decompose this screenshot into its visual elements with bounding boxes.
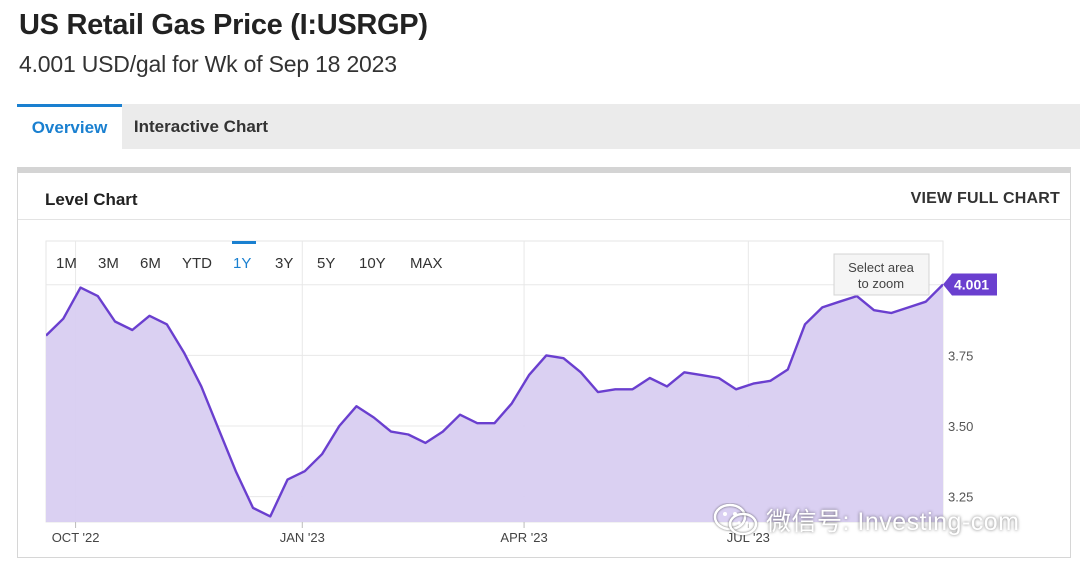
tab-interactive-chart[interactable]: Interactive Chart [133,117,269,136]
series-line [46,283,943,518]
range-button-max[interactable]: MAX [410,255,443,272]
watermark-text: 微信号: Investing-com [766,508,1020,536]
zoom-hint-line2: to zoom [858,276,904,291]
range-button-1m[interactable]: 1M [56,255,77,272]
series-area [46,284,943,522]
view-full-chart-link[interactable]: VIEW FULL CHART [910,190,1060,207]
range-button-3y[interactable]: 3Y [275,255,293,272]
page-subtitle: 4.001 USD/gal for Wk of Sep 18 2023 [19,51,397,77]
range-button-3m[interactable]: 3M [98,255,119,272]
range-button-label: YTD [182,255,212,272]
tab-overview[interactable]: Overview [17,104,122,149]
x-tick-label: OCT '22 [52,530,100,545]
range-button-label: 1Y [233,255,251,272]
range-button-6m[interactable]: 6M [140,255,161,272]
tab-bar: Overview Interactive Chart [17,104,1080,149]
y-tick-label: 3.25 [948,490,973,505]
wechat-icon [712,503,760,537]
x-tick-label: APR '23 [500,530,547,545]
zoom-hint-line1: Select area [848,260,915,275]
y-tick-label: 3.75 [948,348,973,363]
range-button-label: 3M [98,255,119,272]
range-button-1y[interactable]: 1Y [232,241,256,272]
card-divider [18,219,1070,220]
last-value-badge: 4.001 [943,273,997,296]
zoom-hint-box: Select area to zoom [833,253,930,296]
range-button-10y[interactable]: 10Y [359,255,386,272]
range-button-label: 10Y [359,255,386,272]
range-button-label: 6M [140,255,161,272]
range-button-label: 5Y [317,255,335,272]
last-value-label: 4.001 [954,276,989,292]
range-button-label: 3Y [275,255,293,272]
range-button-label: MAX [410,255,443,272]
page-title: US Retail Gas Price (I:USRGP) [19,9,428,41]
range-button-ytd[interactable]: YTD [182,255,212,272]
range-button-5y[interactable]: 5Y [317,255,335,272]
watermark: 微信号: Investing-com [712,500,1020,540]
range-button-label: 1M [56,255,77,272]
x-tick-label: JAN '23 [280,530,325,545]
active-range-indicator [232,241,256,244]
card-title: Level Chart [45,190,138,209]
y-tick-label: 3.50 [948,419,973,434]
